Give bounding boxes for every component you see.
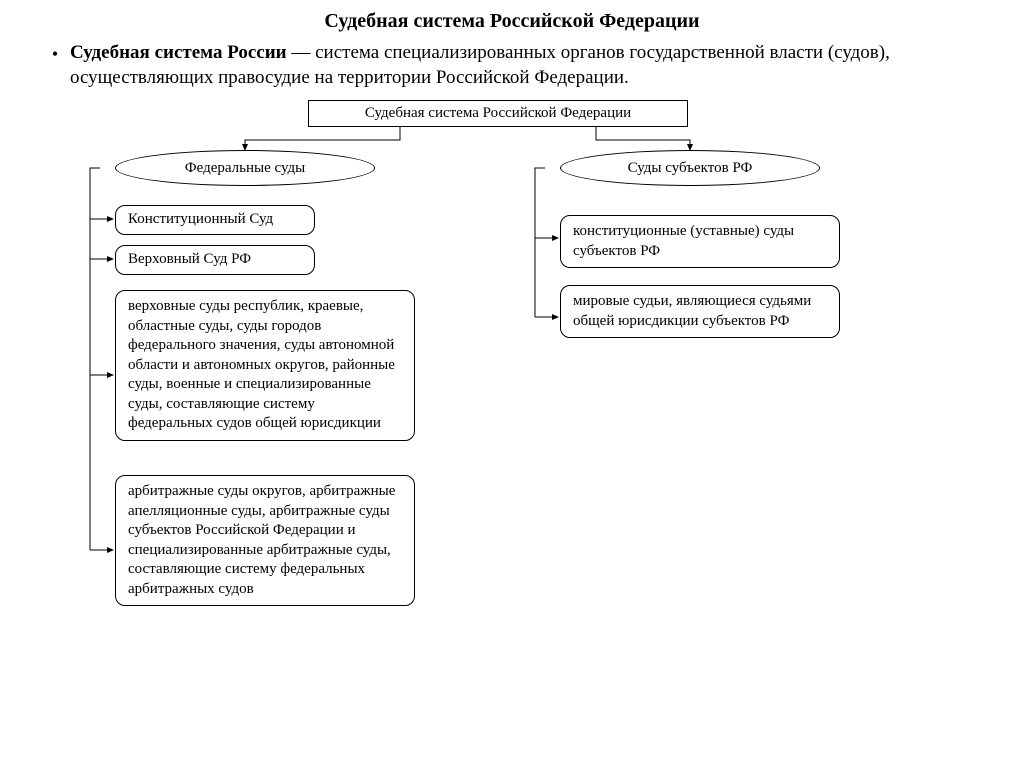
right-item-1: мировые судьи, являющиеся судьями общей … [560, 285, 840, 338]
right-branch-head: Суды субъектов РФ [560, 150, 820, 186]
intro-text: Судебная система России — система специа… [70, 41, 964, 90]
diagram-container: Судебная система Российской Федерации Фе… [0, 90, 1024, 710]
bullet-icon: • [40, 41, 70, 66]
intro-paragraph: • Судебная система России — система спец… [0, 41, 1024, 90]
page-title: Судебная система Российской Федерации [0, 0, 1024, 41]
left-item-2: верховные суды республик, краевые, облас… [115, 290, 415, 441]
root-box: Судебная система Российской Федерации [308, 100, 688, 127]
intro-bold: Судебная система России [70, 42, 287, 63]
right-item-0: конституционные (уставные) суды субъекто… [560, 215, 840, 268]
left-item-0: Конституционный Суд [115, 205, 315, 235]
left-item-3: арбитражные суды округов, арбитражные ап… [115, 475, 415, 606]
left-branch-head: Федеральные суды [115, 150, 375, 186]
left-item-1: Верховный Суд РФ [115, 245, 315, 275]
